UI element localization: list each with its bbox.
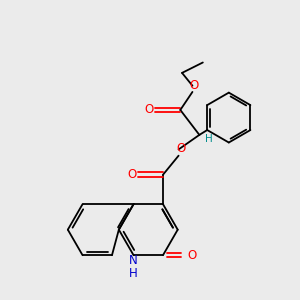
Text: O: O <box>145 103 154 116</box>
Text: H: H <box>129 267 138 280</box>
Text: O: O <box>176 142 186 155</box>
Text: O: O <box>190 79 199 92</box>
Text: O: O <box>127 168 136 181</box>
Text: N: N <box>129 254 138 267</box>
Text: H: H <box>205 134 213 144</box>
Text: O: O <box>187 249 196 262</box>
